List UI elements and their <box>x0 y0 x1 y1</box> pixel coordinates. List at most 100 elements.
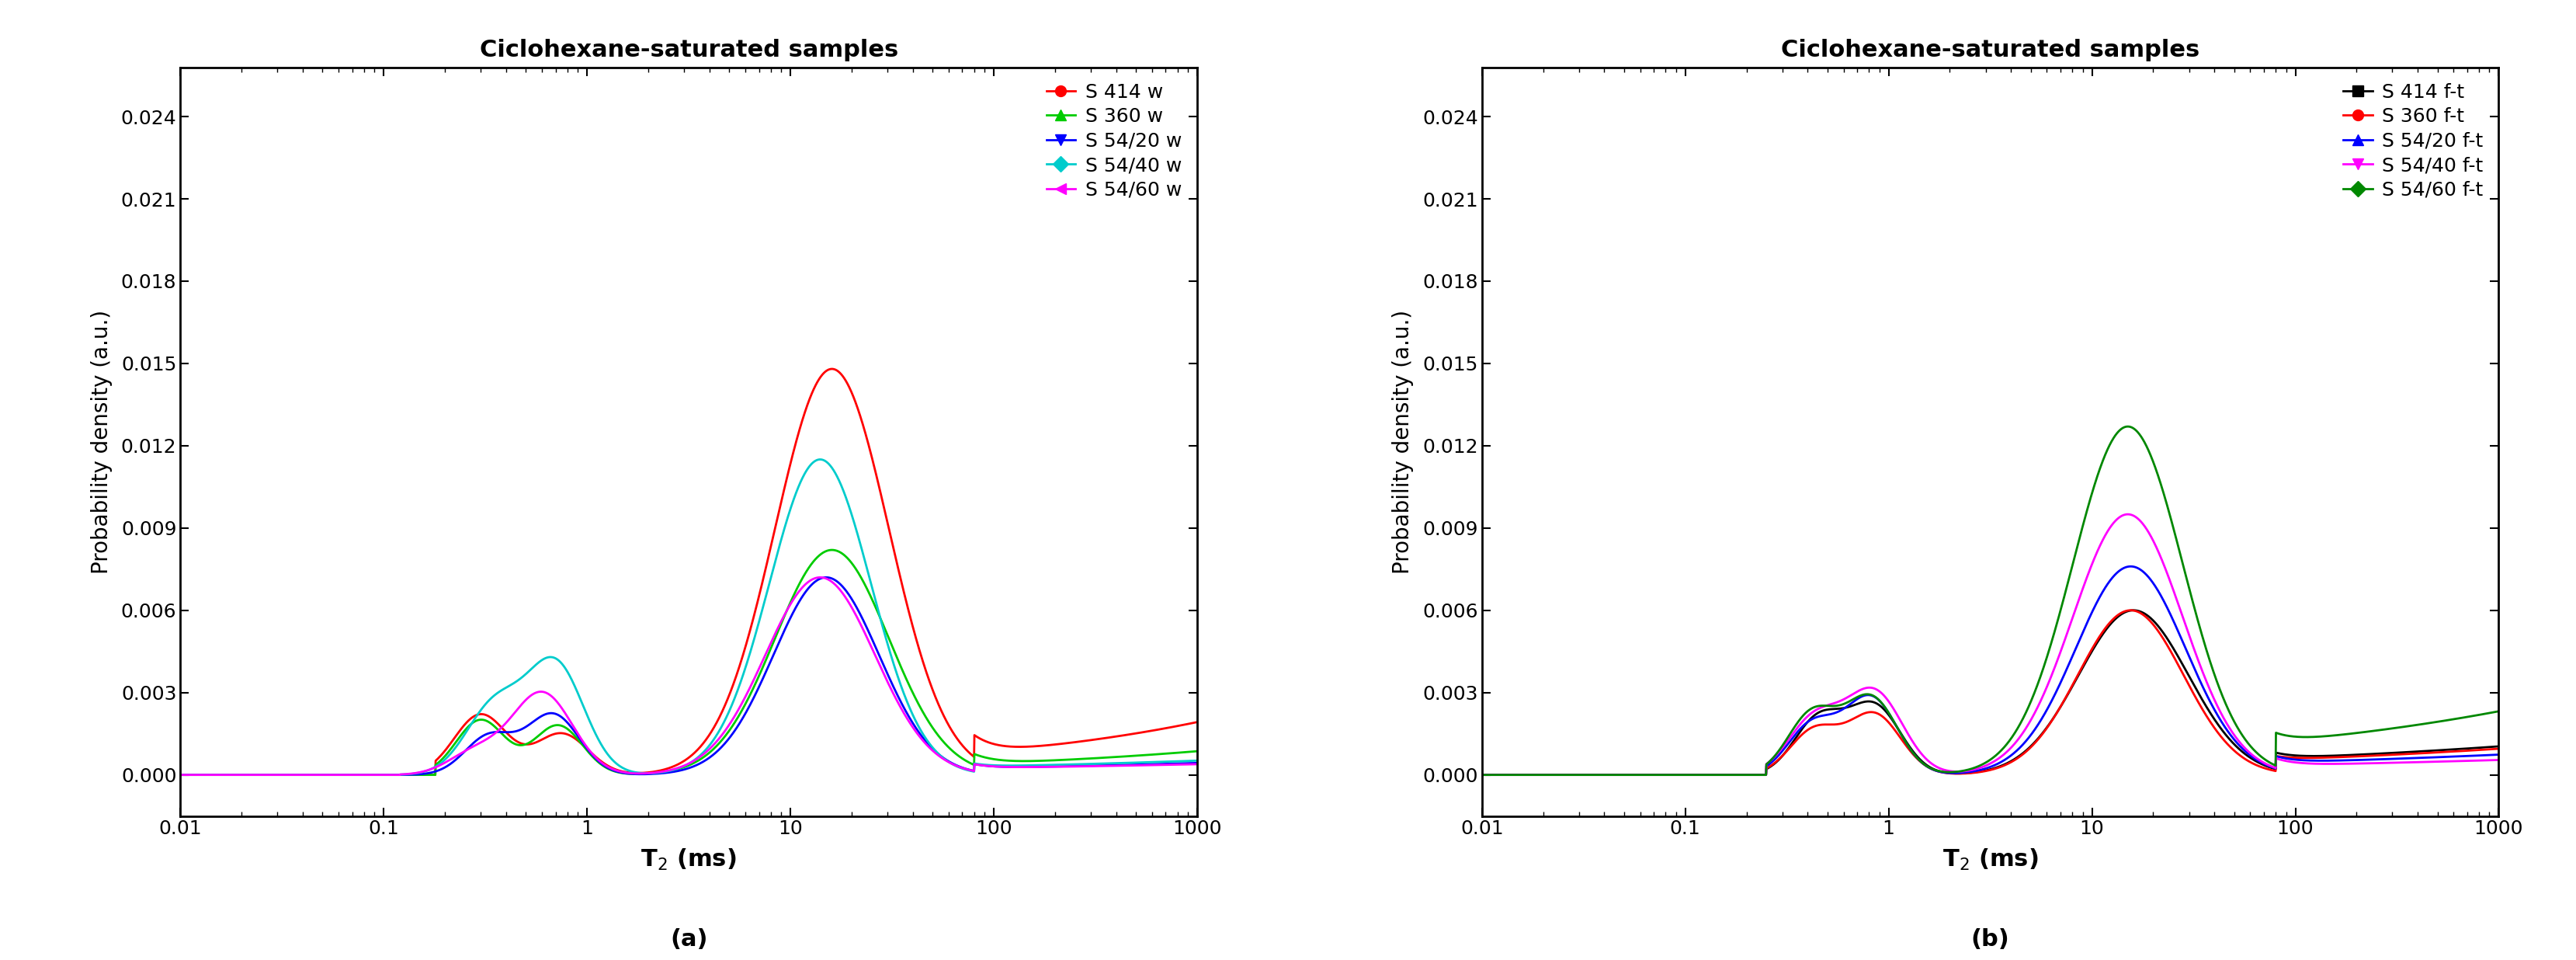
S 414 f-t <box>1857 696 1888 708</box>
S 360 w <box>1162 747 1193 758</box>
S 54/40 w <box>340 769 371 780</box>
S 54/60 w <box>554 715 585 727</box>
S 360 w <box>1054 754 1084 765</box>
S 360 f-t <box>1582 769 1613 780</box>
Title: Ciclohexane-saturated samples: Ciclohexane-saturated samples <box>479 38 899 61</box>
Title: Ciclohexane-saturated samples: Ciclohexane-saturated samples <box>1780 38 2200 61</box>
S 360 f-t <box>1857 707 1888 718</box>
S 54/20 w <box>165 769 196 780</box>
S 54/40 f-t <box>1901 740 1932 752</box>
S 360 w <box>281 769 312 780</box>
S 54/20 w <box>1054 760 1084 772</box>
S 54/20 f-t <box>2115 561 2146 572</box>
S 360 f-t <box>2354 750 2385 761</box>
S 54/20 f-t <box>1901 751 1932 762</box>
S 54/60 f-t <box>2463 709 2494 721</box>
X-axis label: T$_2$ (ms): T$_2$ (ms) <box>1942 847 2038 872</box>
S 360 w <box>598 765 629 777</box>
S 54/40 f-t <box>1643 769 1674 780</box>
S 414 w <box>1162 720 1193 732</box>
Line: S 54/60 w: S 54/60 w <box>180 577 1198 775</box>
S 54/20 w <box>340 769 371 780</box>
S 54/20 w <box>554 720 585 732</box>
S 54/60 w <box>165 769 196 780</box>
S 414 w <box>598 763 629 775</box>
S 360 w <box>165 769 196 780</box>
S 54/40 f-t <box>1857 682 1888 693</box>
S 54/20 f-t <box>1466 769 1497 780</box>
S 54/60 w <box>1182 758 1213 770</box>
S 54/40 w <box>1162 756 1193 767</box>
S 414 w <box>1054 737 1084 749</box>
S 54/40 w <box>598 756 629 767</box>
S 54/60 f-t <box>2483 706 2514 717</box>
S 54/20 w <box>281 769 312 780</box>
X-axis label: T$_2$ (ms): T$_2$ (ms) <box>641 847 737 872</box>
S 54/20 w <box>598 765 629 777</box>
S 54/40 f-t <box>1582 769 1613 780</box>
S 414 w <box>817 363 848 374</box>
S 54/60 f-t <box>1643 769 1674 780</box>
S 360 f-t <box>2463 744 2494 756</box>
Line: S 414 f-t: S 414 f-t <box>1481 611 2499 775</box>
S 54/60 w <box>598 764 629 776</box>
Line: S 54/40 w: S 54/40 w <box>180 460 1198 775</box>
S 54/40 w <box>281 769 312 780</box>
Text: (b): (b) <box>1971 928 2009 950</box>
S 54/20 f-t <box>1582 769 1613 780</box>
S 54/60 f-t <box>1857 689 1888 701</box>
S 54/40 f-t <box>2463 755 2494 766</box>
S 54/40 f-t <box>2354 757 2385 769</box>
S 54/20 f-t <box>1643 769 1674 780</box>
S 54/20 f-t <box>2463 750 2494 761</box>
Line: S 54/40 f-t: S 54/40 f-t <box>1481 515 2499 775</box>
S 54/40 w <box>1182 755 1213 766</box>
S 54/40 f-t <box>2483 755 2514 766</box>
Line: S 54/20 w: S 54/20 w <box>180 577 1198 775</box>
S 54/20 w <box>811 571 842 583</box>
S 414 w <box>554 730 585 741</box>
S 54/20 f-t <box>1857 690 1888 702</box>
S 54/20 w <box>1182 757 1213 769</box>
S 414 f-t <box>1582 769 1613 780</box>
S 360 f-t <box>1643 769 1674 780</box>
Line: S 360 w: S 360 w <box>180 550 1198 775</box>
Legend: S 414 f-t, S 360 f-t, S 54/20 f-t, S 54/40 f-t, S 54/60 f-t: S 414 f-t, S 360 f-t, S 54/20 f-t, S 54/… <box>2336 77 2488 205</box>
S 414 f-t <box>2354 749 2385 760</box>
S 54/40 f-t <box>2112 509 2143 520</box>
S 414 w <box>340 769 371 780</box>
Y-axis label: Probability density (a.u.): Probability density (a.u.) <box>1391 309 1414 574</box>
S 54/60 w <box>1162 758 1193 770</box>
S 414 f-t <box>1466 769 1497 780</box>
S 360 w <box>1182 746 1213 757</box>
S 414 w <box>281 769 312 780</box>
S 360 f-t <box>1466 769 1497 780</box>
S 54/40 w <box>165 769 196 780</box>
Line: S 360 f-t: S 360 f-t <box>1481 611 2499 775</box>
S 414 f-t <box>1901 749 1932 760</box>
S 360 f-t <box>2115 605 2146 616</box>
S 414 w <box>165 769 196 780</box>
Y-axis label: Probability density (a.u.): Probability density (a.u.) <box>90 309 113 574</box>
S 414 f-t <box>2117 605 2148 616</box>
S 360 f-t <box>2483 743 2514 755</box>
S 414 f-t <box>2463 742 2494 754</box>
S 54/60 f-t <box>2354 726 2385 737</box>
S 360 w <box>554 726 585 737</box>
S 54/40 w <box>1054 758 1084 770</box>
S 54/40 f-t <box>1466 769 1497 780</box>
S 54/20 w <box>1162 757 1193 769</box>
S 54/60 f-t <box>2112 420 2143 432</box>
S 414 f-t <box>1643 769 1674 780</box>
S 54/60 w <box>281 769 312 780</box>
S 54/60 f-t <box>1582 769 1613 780</box>
S 414 w <box>1182 716 1213 728</box>
S 54/60 w <box>340 769 371 780</box>
Line: S 54/60 f-t: S 54/60 f-t <box>1481 426 2499 775</box>
Legend: S 414 w, S 360 w, S 54/20 w, S 54/40 w, S 54/60 w: S 414 w, S 360 w, S 54/20 w, S 54/40 w, … <box>1041 77 1188 205</box>
S 360 w <box>817 544 848 556</box>
S 414 f-t <box>2483 740 2514 752</box>
S 54/20 f-t <box>2483 749 2514 760</box>
S 54/60 w <box>804 571 835 583</box>
S 54/20 f-t <box>2354 754 2385 765</box>
